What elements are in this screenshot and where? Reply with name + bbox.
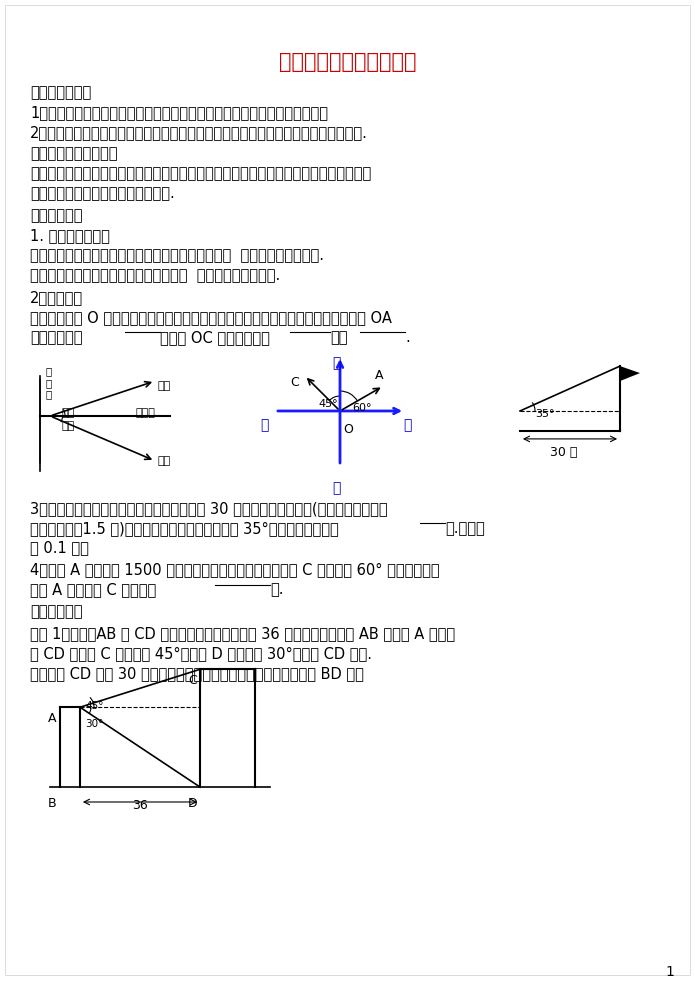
Text: 3．一次数学活动课中，小明在距离旗杆底部 30 米的地方，用测角仪(测量角度的仪器，: 3．一次数学活动课中，小明在距离旗杆底部 30 米的地方，用测角仪(测量角度的仪… [30,501,388,516]
Text: 30 米: 30 米 [550,446,578,459]
Text: 仰角: 仰角 [62,408,75,418]
Text: 北: 北 [332,356,341,370]
Text: 如图所示，从 O 点出发的视线与铅垂线所成的锐角，叫做观测的方位角．比如：射线 OA: 如图所示，从 O 点出发的视线与铅垂线所成的锐角，叫做观测的方位角．比如：射线 … [30,310,392,325]
Text: 四、问题探究: 四、问题探究 [30,605,83,620]
Text: 视线: 视线 [158,381,171,391]
Text: 楼 CD 的楼顶 C 的仰角为 45°，楼底 D 的俯角为 30°．求楼 CD 的高.: 楼 CD 的楼顶 C 的仰角为 45°，楼底 D 的俯角为 30°．求楼 CD … [30,646,372,662]
Text: 铅
垂
线: 铅 垂 线 [45,366,51,400]
Text: 从高处观测低处的目标时，视线与水平线  所成的锐角称为俯角.: 从高处观测低处的目标时，视线与水平线 所成的锐角称为俯角. [30,268,280,284]
Text: 比较熟练的应用解直角三角形的知识解决与仰角、俯角、方位角有关的实际问题，培养学: 比较熟练的应用解直角三角形的知识解决与仰角、俯角、方位角有关的实际问题，培养学 [30,167,371,182]
Text: A: A [375,369,384,382]
Text: ；射线 OC 的方向为北偏: ；射线 OC 的方向为北偏 [160,330,270,346]
Text: 36: 36 [132,799,148,812]
Text: 2．经历探索实际问题的求解过程，进一步体会三角函数在解决实际问题过程中的应用.: 2．经历探索实际问题的求解过程，进一步体会三角函数在解决实际问题过程中的应用. [30,125,368,139]
Text: 60°: 60° [352,403,372,413]
Text: 2．方位角：: 2．方位角： [30,291,83,305]
Text: 用锐角三角函数解决问题: 用锐角三角函数解决问题 [279,52,416,72]
Text: 或者: 或者 [330,330,348,346]
Text: 1. 认清俯角与仰角: 1. 认清俯角与仰角 [30,229,110,244]
Text: 如图所示：从低处观测高处的目标时，视线与水平线  所成的锐角称为仰角.: 如图所示：从低处观测高处的目标时，视线与水平线 所成的锐角称为仰角. [30,248,324,263]
Text: 45°: 45° [85,701,104,711]
Text: 西: 西 [260,418,268,432]
Text: 45°: 45° [318,399,338,409]
Text: O: O [343,423,353,436]
Text: C: C [290,376,299,389]
Polygon shape [620,366,640,381]
Text: 4．飞机 A 的高度为 1500 米，此时从飞机上观测地面控制点 C 在南偏西 60° 的方向上，则: 4．飞机 A 的高度为 1500 米，此时从飞机上观测地面控制点 C 在南偏西 … [30,563,440,577]
Text: 1: 1 [665,964,674,979]
Text: B: B [48,797,56,810]
Text: 1．了解仰角、俯角、方位角概念，准确把握这些概念来解决一些实际问题；: 1．了解仰角、俯角、方位角概念，准确把握这些概念来解决一些实际问题； [30,105,328,120]
Text: 的方向为北偏: 的方向为北偏 [30,330,83,346]
Text: C: C [188,675,197,687]
Text: 到 0.1 米）: 到 0.1 米） [30,541,89,556]
Text: 南: 南 [332,481,341,495]
Text: 问题 1、如图，AB 和 CD 是同一地面上的两座相距 36 米的楼房，在楼房 AB 的楼顶 A 点测得: 问题 1、如图，AB 和 CD 是同一地面上的两座相距 36 米的楼房，在楼房 … [30,627,455,641]
Text: 米.: 米. [270,582,284,597]
Text: .: . [405,330,410,346]
Text: 二、学习重点、难点：: 二、学习重点、难点： [30,146,117,162]
Text: 若已知楼 CD 高为 30 米，其他条件不变，你能求出两楼之间的距离 BD 吗？: 若已知楼 CD 高为 30 米，其他条件不变，你能求出两楼之间的距离 BD 吗？ [30,667,364,682]
Text: A: A [48,712,56,726]
Text: 俯角: 俯角 [62,421,75,431]
Text: 三、预习体验: 三、预习体验 [30,208,83,224]
Text: 一、学习目标：: 一、学习目标： [30,84,91,100]
Text: 水平线: 水平线 [135,408,155,418]
Text: 30°: 30° [85,719,104,730]
Text: 生把实际问题转化为数学问题的能力.: 生把实际问题转化为数学问题的能力. [30,187,174,201]
Text: D: D [188,797,197,810]
Text: 飞机 A 到控制点 C 的距离为: 飞机 A 到控制点 C 的距离为 [30,582,156,597]
Text: 东: 东 [403,418,411,432]
Text: 35°: 35° [535,409,555,419]
Text: 且测角仪高为1.5 米)观测旗杆的顶端，测得仰角为 35°，则旗杆的高度为: 且测角仪高为1.5 米)观测旗杆的顶端，测得仰角为 35°，则旗杆的高度为 [30,520,338,536]
Text: 视线: 视线 [158,456,171,465]
Text: 米.（精确: 米.（精确 [445,520,484,536]
